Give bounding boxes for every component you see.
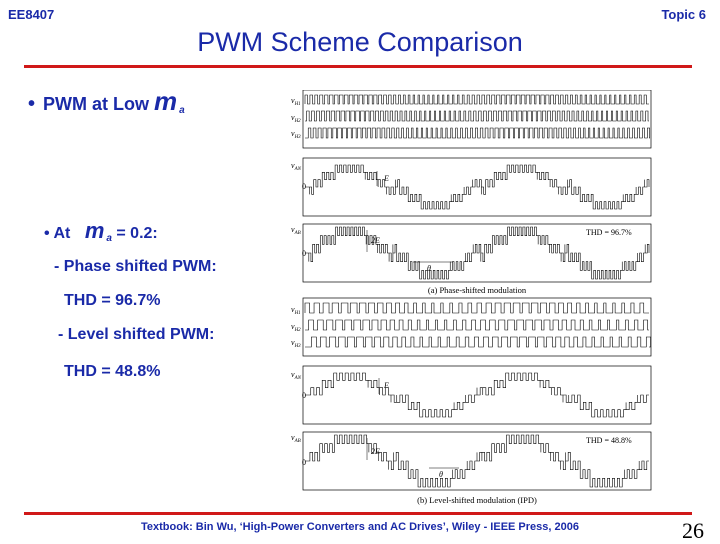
label-vh2: vH2 [291, 322, 301, 333]
thd-label-b: THD = 48.8% [586, 436, 632, 445]
level-shifted-label: - Level shifted PWM: [58, 326, 215, 343]
gate-signal-h2-b [305, 319, 649, 331]
label-van: vAN [291, 161, 302, 172]
label-vab: vAB [291, 225, 301, 236]
caption-b: (b) Level-shifted modulation (IPD) [417, 495, 537, 505]
label-vh1: vH1 [291, 96, 301, 107]
label-zero: 0 [302, 391, 306, 400]
footer-rule [24, 512, 692, 515]
caption-a: (a) Phase-shifted modulation [428, 285, 527, 295]
panel-b: vH1 vH2 vH3 vAN 0 E vAB 0 2E θ THD = 48.… [291, 297, 652, 505]
label-van: vAN [291, 370, 302, 381]
slide-number: 26 [682, 518, 704, 543]
gate-signal-h1-a [304, 94, 649, 105]
label-e: E [383, 381, 389, 390]
bullet-dot: • [44, 225, 50, 242]
gate-signals-box-a [302, 90, 652, 149]
label-vh3: vH3 [291, 129, 301, 140]
ma-symbol: m [154, 86, 178, 116]
label-zero: 0 [302, 249, 306, 258]
level-shifted-thd: THD = 48.8% [64, 363, 161, 380]
vab-waveform-b [305, 434, 649, 488]
label-2e: 2E [371, 236, 380, 245]
label-vh3: vH3 [291, 338, 301, 349]
van-waveform-b [305, 372, 649, 418]
topic-label: Topic 6 [661, 7, 706, 22]
pwm-waveform-figure: vH1 vH2 vH3 vAN 0 E vAB 0 2E θ THD = 96.… [291, 90, 652, 505]
bullet-text: PWM at Low [43, 94, 150, 114]
van-box-b [302, 365, 652, 425]
label-theta: θ [439, 470, 443, 479]
label-vh2: vH2 [291, 113, 301, 124]
gate-signals-box-b [302, 297, 652, 357]
gate-signal-h2-a [305, 110, 649, 122]
thd-bg [583, 434, 649, 445]
label-vab: vAB [291, 433, 301, 444]
phase-shifted-thd: THD = 96.7% [64, 292, 161, 309]
ma-value: = 0.2: [116, 225, 158, 242]
bullet-dot: • [28, 93, 36, 115]
van-box-a [302, 157, 652, 217]
title-rule [24, 65, 692, 68]
thd-label-a: THD = 96.7% [586, 228, 632, 237]
ma-subscript: a [179, 105, 185, 116]
course-code: EE8407 [8, 7, 55, 22]
label-zero: 0 [302, 458, 306, 467]
slide-title: PWM Scheme Comparison [197, 27, 523, 57]
van-waveform-a [305, 164, 650, 210]
label-vh1: vH1 [291, 305, 301, 316]
ma-subscript: a [106, 233, 112, 244]
textbook-citation: Textbook: Bin Wu, ‘High-Power Converters… [141, 521, 579, 533]
ma-symbol: m [84, 218, 105, 243]
label-zero: 0 [302, 182, 306, 191]
bullet-text: At [53, 225, 71, 242]
vab-waveform-a [305, 226, 650, 280]
vab-box-a [302, 223, 652, 283]
label-theta: θ [427, 264, 431, 273]
gate-signal-h3-b [305, 336, 651, 348]
panel-a: vH1 vH2 vH3 vAN 0 E vAB 0 2E θ THD = 96.… [291, 90, 652, 295]
label-2e: 2E [371, 447, 380, 456]
vab-box-b [302, 431, 652, 491]
phase-shifted-label: - Phase shifted PWM: [54, 258, 217, 275]
gate-signal-h3-a [305, 127, 651, 139]
label-e: E [383, 174, 389, 183]
gate-signal-h1-b [304, 302, 649, 314]
thd-bg [583, 226, 649, 237]
